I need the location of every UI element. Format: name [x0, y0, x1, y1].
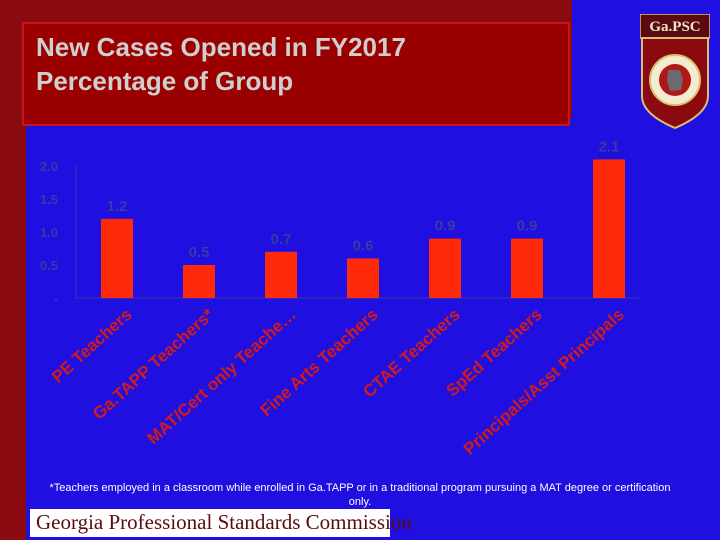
data-label: 0.6	[353, 237, 374, 254]
footer-wordmark: Georgia Professional Standards Commissio…	[36, 510, 412, 534]
left-accent-strip	[0, 118, 26, 540]
bar	[265, 251, 297, 298]
category-label: MAT/Cert only Teache…	[144, 305, 300, 448]
gapsc-logo: Ga.PSC	[639, 13, 711, 130]
data-label: 0.9	[435, 218, 456, 235]
y-tick-label: -	[54, 291, 58, 306]
data-label: 2.1	[599, 138, 620, 155]
bar	[511, 238, 543, 298]
bar	[347, 258, 379, 298]
chart-panel: -0.5 1.0 1.5 2.0 1.2 PE Teachers 0.5 Ga.TAPP Te…	[26, 133, 650, 480]
bar	[429, 238, 461, 298]
title-panel	[22, 22, 570, 126]
category-label: PE Teachers	[48, 305, 136, 387]
y-tick-label: 2.0	[40, 159, 58, 174]
bar	[183, 265, 215, 298]
footer-plate	[30, 509, 390, 537]
page-title: New Cases Opened in FY2017 Percentage of…	[36, 32, 406, 96]
y-tick-label: 1.0	[40, 225, 58, 240]
data-label: 0.5	[189, 244, 210, 261]
y-tick-label: 1.5	[40, 192, 58, 207]
bar	[593, 159, 625, 298]
logo-text: Ga.PSC	[649, 19, 700, 35]
gapsc-shield-seal-icon: Ga.PSC	[639, 13, 711, 130]
bar	[101, 218, 133, 298]
data-label: 0.7	[271, 231, 292, 248]
data-label: 1.2	[107, 198, 128, 215]
footnote: *Teachers employed in a classroom while …	[49, 482, 671, 508]
category-label: Principals/Asst Principals	[460, 305, 628, 459]
y-tick-label: 0.5	[40, 258, 58, 273]
data-label: 0.9	[517, 218, 538, 235]
